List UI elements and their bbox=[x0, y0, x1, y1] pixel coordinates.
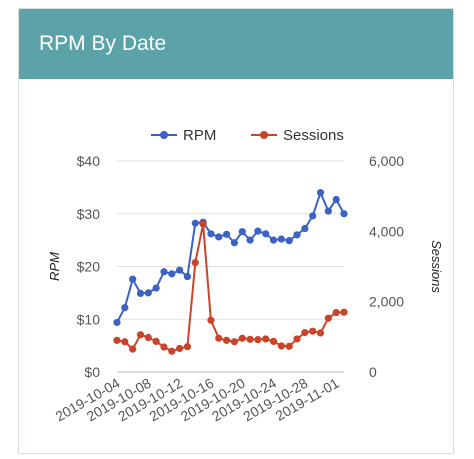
sessions-data-point bbox=[144, 333, 152, 342]
rpm-series-line bbox=[116, 191, 345, 323]
rpm-data-point bbox=[238, 228, 246, 236]
sessions-data-point bbox=[324, 314, 332, 322]
card-title: RPM By Date bbox=[39, 32, 167, 55]
rpm-data-point bbox=[277, 235, 285, 243]
rpm-data-point bbox=[246, 236, 254, 244]
rpm-data-point bbox=[113, 318, 121, 327]
sessions-data-point bbox=[238, 334, 246, 342]
rpm-sessions-chart: $0 $10 $20 $30 $40 0 2,000 4,000 6,000 RPM Session… bbox=[47, 127, 444, 424]
sessions-data-point bbox=[152, 337, 160, 346]
sessions-data-point bbox=[269, 337, 278, 346]
sessions-data-point bbox=[262, 335, 270, 343]
y2-axis-title: Sessions bbox=[429, 240, 444, 293]
legend-marker-sessions bbox=[260, 131, 268, 139]
sessions-data-point bbox=[168, 347, 176, 355]
sessions-data-point bbox=[183, 343, 192, 351]
sessions-data-point bbox=[301, 329, 309, 337]
sessions-data-point bbox=[176, 344, 184, 353]
rpm-data-point bbox=[293, 231, 301, 239]
sessions-data-point bbox=[207, 316, 215, 324]
sessions-data-point bbox=[129, 345, 137, 353]
sessions-data-point bbox=[309, 327, 317, 335]
rpm-data-point bbox=[309, 212, 317, 220]
sessions-data-point bbox=[160, 343, 168, 351]
sessions-data-point bbox=[222, 336, 231, 344]
rpm-data-point bbox=[301, 224, 309, 233]
rpm-data-point bbox=[191, 219, 199, 227]
legend-marker-rpm bbox=[160, 131, 168, 139]
rpm-data-point bbox=[222, 230, 231, 238]
rpm-data-point bbox=[230, 239, 239, 247]
y-tick-label: $20 bbox=[77, 259, 101, 275]
rpm-data-point bbox=[254, 227, 262, 235]
sessions-data-point bbox=[191, 259, 199, 267]
rpm-data-point bbox=[183, 272, 192, 281]
sessions-data-point bbox=[340, 308, 348, 316]
sessions-data-point bbox=[230, 338, 239, 346]
sessions-data-point bbox=[332, 308, 340, 317]
y-tick-label: $30 bbox=[77, 206, 101, 222]
rpm-data-point bbox=[144, 289, 152, 297]
sessions-data-point bbox=[293, 335, 301, 343]
rpm-data-point bbox=[332, 195, 340, 204]
rpm-data-point bbox=[160, 268, 168, 276]
sessions-data-point bbox=[254, 336, 262, 344]
rpm-data-point bbox=[285, 237, 293, 245]
sessions-data-point bbox=[136, 331, 145, 339]
sessions-data-point bbox=[316, 329, 325, 337]
y2-tick-label: 2,000 bbox=[369, 294, 404, 310]
rpm-data-point bbox=[176, 266, 184, 274]
sessions-data-point bbox=[113, 336, 121, 344]
chart-area: $0 $10 $20 $30 $40 0 2,000 4,000 6,000 RPM Session… bbox=[19, 79, 453, 453]
y-tick-label: $10 bbox=[77, 311, 101, 327]
rpm-data-point bbox=[262, 230, 270, 238]
rpm-data-point bbox=[129, 275, 137, 283]
sessions-data-point bbox=[215, 334, 223, 342]
sessions-data-point bbox=[121, 338, 129, 346]
sessions-data-point bbox=[277, 342, 285, 350]
rpm-data-point bbox=[207, 230, 215, 238]
legend-label-sessions: Sessions bbox=[283, 127, 344, 144]
card-header: RPM By Date bbox=[19, 9, 453, 79]
rpm-data-point bbox=[340, 210, 348, 218]
y2-tick-label: 6,000 bbox=[369, 153, 404, 169]
rpm-data-point bbox=[168, 270, 176, 278]
rpm-data-point bbox=[316, 189, 325, 197]
y-tick-label: $40 bbox=[77, 153, 101, 169]
y-tick-label: $0 bbox=[84, 364, 100, 380]
legend-label-rpm: RPM bbox=[183, 127, 216, 144]
y2-tick-label: 0 bbox=[369, 364, 377, 380]
rpm-data-point bbox=[152, 284, 160, 292]
rpm-data-point bbox=[215, 233, 223, 241]
sessions-data-point bbox=[246, 335, 254, 343]
rpm-data-point bbox=[324, 207, 332, 215]
rpm-data-point bbox=[269, 236, 278, 244]
sessions-data-point bbox=[285, 342, 293, 350]
y2-tick-label: 4,000 bbox=[369, 223, 404, 239]
y-axis-title: RPM bbox=[47, 252, 62, 281]
rpm-data-point bbox=[136, 289, 145, 298]
chart-card: RPM By Date $0 $10 $20 $30 $40 0 2,000 4,000 6,0… bbox=[18, 8, 454, 454]
sessions-data-point bbox=[199, 220, 207, 228]
rpm-data-point bbox=[121, 304, 129, 312]
